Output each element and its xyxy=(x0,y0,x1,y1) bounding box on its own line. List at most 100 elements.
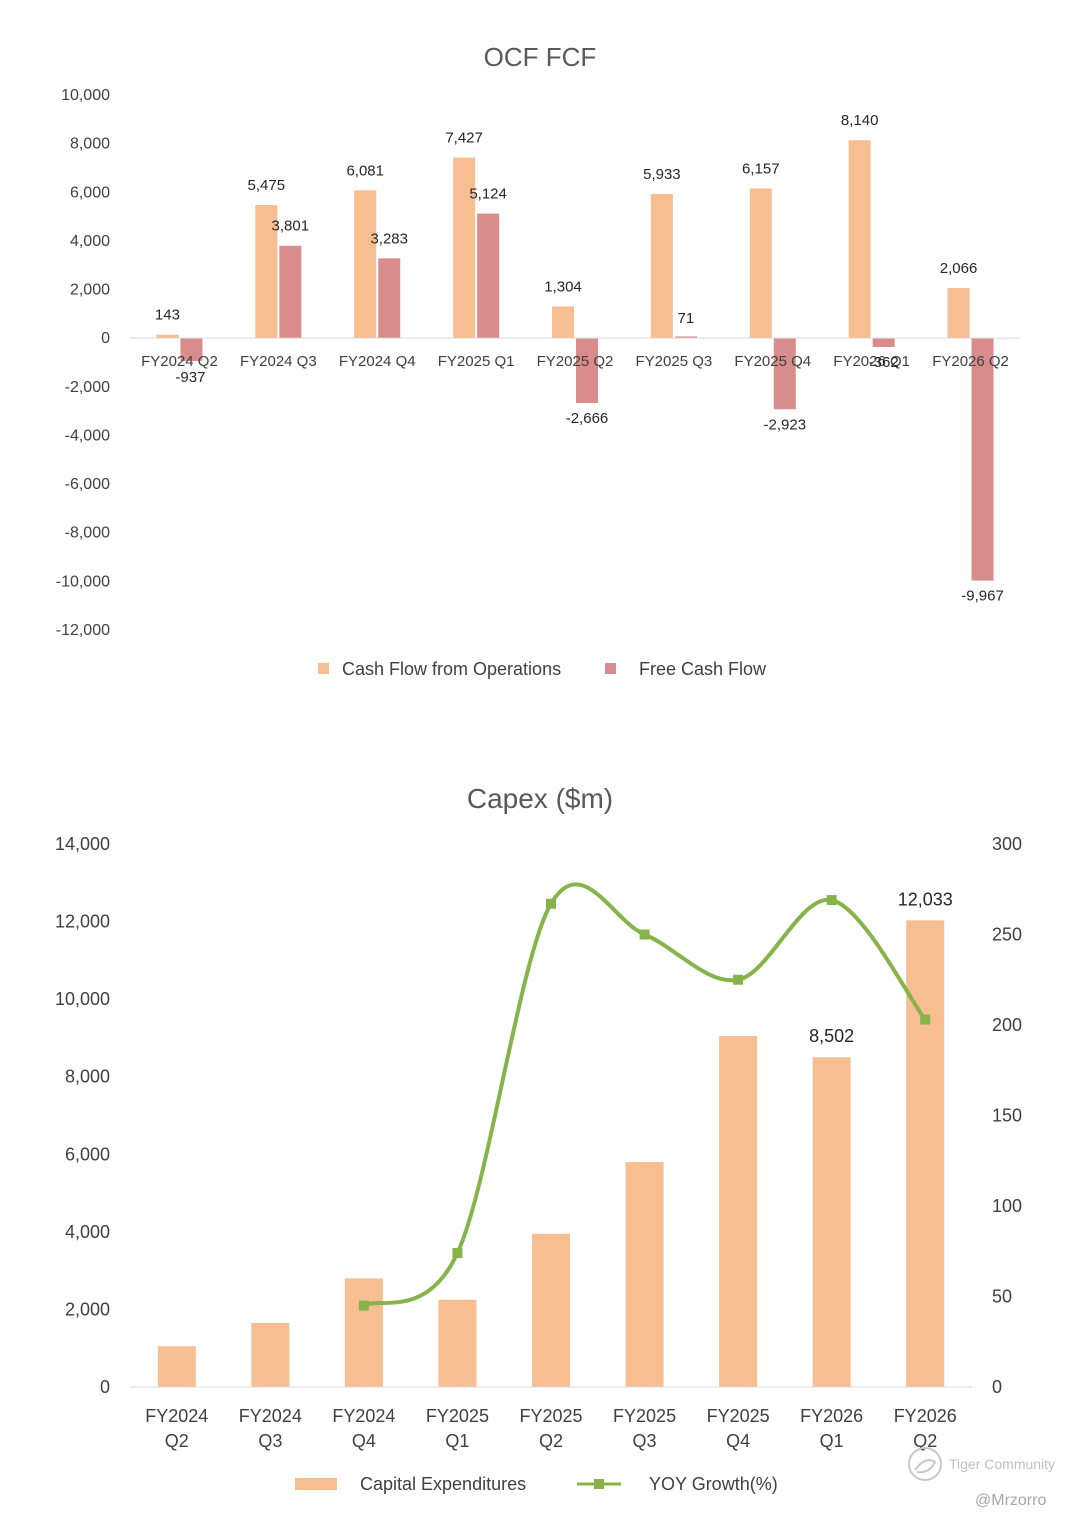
capex-x-tick-quarter: Q4 xyxy=(726,1431,750,1451)
fcf-data-label: -2,666 xyxy=(566,410,609,427)
legend-fcf-label: Free Cash Flow xyxy=(639,659,767,679)
fcf-bar xyxy=(576,338,598,404)
capex-x-tick-year: FY2026 xyxy=(800,1406,863,1426)
capex-x-tick-quarter: Q1 xyxy=(820,1431,844,1451)
legend-ocf-label: Cash Flow from Operations xyxy=(342,659,561,679)
capex-x-tick-year: FY2024 xyxy=(145,1406,208,1426)
ocf-data-label: 5,475 xyxy=(248,177,286,194)
capex-bar xyxy=(157,1346,196,1387)
capex-x-tick-year: FY2024 xyxy=(239,1406,302,1426)
capex-bar xyxy=(625,1162,664,1387)
capex-right-y-tick: 250 xyxy=(992,925,1022,945)
legend-ocf-swatch xyxy=(318,663,329,674)
watermark-brand: Tiger Community xyxy=(949,1456,1055,1472)
ocf-fcf-x-tick: FY2024 Q2 xyxy=(141,353,218,370)
fcf-data-label: -9,967 xyxy=(961,588,1004,605)
yoy-growth-marker xyxy=(452,1248,463,1259)
ocf-bar xyxy=(453,157,476,339)
ocf-fcf-x-tick: FY2025 Q3 xyxy=(636,353,713,370)
capex-left-y-tick: 10,000 xyxy=(55,989,110,1009)
tiger-logo-icon xyxy=(908,1447,942,1481)
fcf-data-label: 3,283 xyxy=(370,230,408,247)
fcf-bar xyxy=(378,258,401,339)
ocf-fcf-x-tick: FY2024 Q4 xyxy=(339,353,416,370)
capex-x-tick-quarter: Q2 xyxy=(913,1431,937,1451)
ocf-fcf-chart: OCF FCF 10,000 8,000 6,000 4,000 2,000 0 -2,00… xyxy=(56,42,1020,679)
ocf-fcf-x-tick: FY2025 Q2 xyxy=(537,353,614,370)
ocf-data-label: 7,427 xyxy=(445,130,483,147)
fcf-data-label: -362 xyxy=(869,354,899,371)
capex-bar xyxy=(251,1323,290,1387)
legend-capex-label: Capital Expenditures xyxy=(360,1474,526,1494)
fcf-bar xyxy=(674,336,697,339)
capex-right-y-axis: 300 250 200 150 100 50 0 xyxy=(992,834,1022,1397)
capex-left-y-tick: 6,000 xyxy=(65,1144,110,1164)
capex-data-label: 12,033 xyxy=(898,889,953,909)
fcf-data-label: -937 xyxy=(175,369,205,386)
capex-right-y-tick: 150 xyxy=(992,1106,1022,1126)
ocf-bar xyxy=(156,334,179,339)
ocf-fcf-x-tick: FY2025 Q4 xyxy=(734,353,811,370)
ocf-fcf-y-tick: -4,000 xyxy=(65,427,110,444)
ocf-bar xyxy=(749,188,772,339)
capex-chart: Capex ($m) 14,000 12,000 10,000 8,000 6,000 4… xyxy=(55,783,1022,1494)
capex-x-tick-quarter: Q1 xyxy=(445,1431,469,1451)
capex-x-tick-year: FY2025 xyxy=(519,1406,582,1426)
ocf-fcf-y-tick: -12,000 xyxy=(56,622,110,639)
capex-x-tick-year: FY2025 xyxy=(426,1406,489,1426)
watermark-handle: @Mrzorro xyxy=(975,1492,1046,1509)
capex-bar xyxy=(906,920,945,1387)
fcf-bar xyxy=(477,213,500,339)
capex-x-tick-quarter: Q2 xyxy=(539,1431,563,1451)
ocf-fcf-legend: Cash Flow from Operations Free Cash Flow xyxy=(318,659,767,679)
ocf-fcf-x-tick: FY2026 Q1 xyxy=(833,353,910,370)
ocf-fcf-y-tick: -8,000 xyxy=(65,525,110,542)
watermark: Tiger Community @Mrzorro xyxy=(908,1447,1055,1509)
ocf-fcf-chart-title: OCF FCF xyxy=(484,42,597,72)
yoy-growth-marker xyxy=(639,929,650,940)
fcf-data-label: 5,124 xyxy=(469,186,507,203)
ocf-fcf-y-tick: 0 xyxy=(101,330,110,347)
capex-left-y-tick: 4,000 xyxy=(65,1222,110,1242)
legend-growth-marker xyxy=(594,1479,604,1489)
fcf-bar xyxy=(971,338,994,581)
ocf-fcf-x-tick: FY2025 Q1 xyxy=(438,353,515,370)
capex-left-y-axis: 14,000 12,000 10,000 8,000 6,000 4,000 2,000 0 xyxy=(55,834,110,1397)
capex-right-y-tick: 0 xyxy=(992,1377,1002,1397)
capex-data-labels: 8,502 12,033 xyxy=(809,889,953,1046)
capex-left-y-tick: 8,000 xyxy=(65,1067,110,1087)
ocf-fcf-data-labels: 143 -937 5,475 3,801 6,081 3,283 7,427 5,124 1,3… xyxy=(155,112,1004,604)
legend-growth-label: YOY Growth(%) xyxy=(649,1474,778,1494)
capex-bar xyxy=(532,1233,570,1387)
ocf-fcf-x-tick: FY2026 Q2 xyxy=(932,353,1009,370)
capex-chart-title: Capex ($m) xyxy=(467,783,613,814)
ocf-bar xyxy=(552,306,574,339)
capex-left-y-tick: 2,000 xyxy=(65,1299,110,1319)
capex-x-tick-quarter: Q3 xyxy=(633,1431,657,1451)
fcf-bar xyxy=(872,338,895,347)
capex-legend: Capital Expenditures YOY Growth(%) xyxy=(295,1474,778,1494)
ocf-fcf-y-tick: -2,000 xyxy=(65,379,110,396)
legend-fcf-swatch xyxy=(605,663,616,674)
fcf-data-label: 71 xyxy=(678,310,695,327)
ocf-fcf-y-tick: 4,000 xyxy=(70,233,110,250)
fcf-bar xyxy=(279,245,302,339)
ocf-bar xyxy=(650,193,673,339)
ocf-fcf-x-axis: FY2024 Q2 FY2024 Q3 FY2024 Q4 FY2025 Q1 FY20… xyxy=(141,353,1009,370)
ocf-bar xyxy=(848,140,871,339)
capex-x-tick-year: FY2025 xyxy=(613,1406,676,1426)
capex-data-label: 8,502 xyxy=(809,1026,854,1046)
ocf-fcf-y-tick: 10,000 xyxy=(61,87,110,104)
ocf-fcf-y-tick: -6,000 xyxy=(65,476,110,493)
capex-x-tick-year: FY2025 xyxy=(707,1406,770,1426)
yoy-growth-marker xyxy=(546,898,556,909)
ocf-bar xyxy=(947,287,970,339)
ocf-data-label: 5,933 xyxy=(643,166,681,183)
capex-x-tick-quarter: Q2 xyxy=(165,1431,189,1451)
ocf-fcf-x-tick: FY2024 Q3 xyxy=(240,353,317,370)
capex-left-y-tick: 12,000 xyxy=(55,912,110,932)
ocf-fcf-y-tick: 8,000 xyxy=(70,136,110,153)
capex-x-tick-year: FY2024 xyxy=(332,1406,395,1426)
capex-x-tick-year: FY2026 xyxy=(894,1406,957,1426)
ocf-data-label: 2,066 xyxy=(940,260,978,277)
